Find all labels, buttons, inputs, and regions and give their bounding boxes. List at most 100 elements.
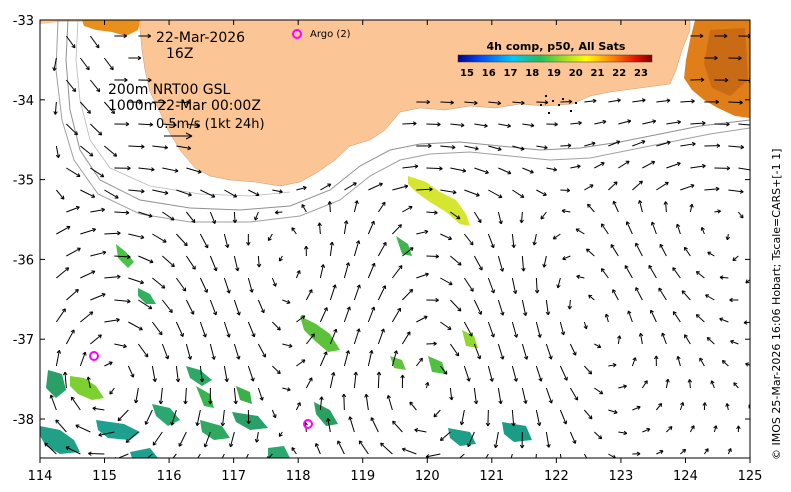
current-arrow xyxy=(223,321,231,338)
current-arrow xyxy=(642,427,651,433)
current-arrow xyxy=(725,233,731,241)
current-arrow xyxy=(497,211,503,225)
current-arrow xyxy=(199,321,207,338)
current-arrow xyxy=(535,365,543,382)
current-arrow xyxy=(536,100,549,105)
colorbar-tick-label: 22 xyxy=(612,68,626,79)
current-arrow xyxy=(271,409,277,419)
current-arrow xyxy=(162,122,177,128)
current-arrow xyxy=(661,332,667,345)
current-arrow xyxy=(278,255,283,262)
current-arrow xyxy=(433,409,441,418)
current-arrow xyxy=(79,351,87,367)
current-arrow xyxy=(642,160,656,169)
current-arrow xyxy=(271,277,277,287)
current-arrow xyxy=(79,101,91,114)
current-arrow xyxy=(666,426,673,433)
current-arrow xyxy=(416,315,428,323)
current-arrow xyxy=(104,145,118,157)
argo-float-marker[interactable] xyxy=(89,351,99,361)
current-arrow xyxy=(487,365,494,382)
current-arrow xyxy=(56,225,71,235)
current-arrow xyxy=(353,200,359,213)
current-arrow xyxy=(705,294,715,301)
current-arrow xyxy=(449,387,454,401)
current-arrow xyxy=(329,241,335,257)
current-arrow xyxy=(257,343,267,358)
current-arrow xyxy=(672,267,681,279)
current-arrow xyxy=(570,120,582,126)
current-arrow xyxy=(161,343,170,360)
current-arrow xyxy=(329,284,337,301)
current-arrow xyxy=(343,306,351,323)
colorbar-tick-label: 18 xyxy=(525,68,539,79)
current-arrow xyxy=(560,143,572,148)
x-tick-label: 116 xyxy=(157,469,182,484)
current-arrow xyxy=(368,182,383,191)
credit-label: © IMOS 25-Mar-2026 16:06 Hobart; Tscale=… xyxy=(770,148,783,460)
current-arrow xyxy=(183,387,188,405)
current-arrow xyxy=(402,205,413,213)
current-arrow xyxy=(450,167,467,173)
current-arrow xyxy=(114,210,130,215)
current-arrow xyxy=(70,396,81,411)
current-arrow xyxy=(65,79,77,93)
current-arrow xyxy=(632,180,643,191)
current-arrow xyxy=(714,122,730,127)
current-arrow xyxy=(158,387,164,405)
current-arrow xyxy=(104,189,119,199)
current-arrow xyxy=(679,402,685,411)
current-arrow xyxy=(66,123,78,136)
colorbar-tick-label: 16 xyxy=(482,68,496,79)
current-arrow xyxy=(656,98,671,103)
current-arrow xyxy=(440,145,456,150)
current-arrow xyxy=(414,428,427,433)
current-arrow xyxy=(618,384,627,389)
current-arrow xyxy=(233,255,240,272)
current-arrow xyxy=(655,402,663,411)
current-arrow xyxy=(751,234,755,242)
current-arrow xyxy=(104,361,113,367)
current-arrow xyxy=(376,371,382,389)
current-arrow xyxy=(587,203,595,213)
current-arrow xyxy=(90,207,105,213)
current-arrow xyxy=(618,430,628,436)
current-arrow xyxy=(425,381,430,389)
current-arrow xyxy=(706,336,715,345)
current-arrow xyxy=(689,425,695,433)
argo-float-marker[interactable] xyxy=(303,419,313,429)
current-arrow xyxy=(545,343,553,360)
current-arrow xyxy=(560,99,573,104)
current-arrow xyxy=(185,343,193,360)
current-arrow xyxy=(536,189,547,196)
current-arrow xyxy=(608,409,618,415)
current-arrow xyxy=(176,145,192,151)
current-arrow xyxy=(90,167,105,178)
current-arrow xyxy=(522,167,534,174)
x-tick-label: 119 xyxy=(350,469,375,484)
current-arrow xyxy=(632,98,646,103)
current-arrow xyxy=(730,339,739,345)
current-arrow xyxy=(463,321,473,337)
current-arrow xyxy=(600,223,609,235)
current-arrow xyxy=(103,101,115,114)
current-arrow xyxy=(246,409,251,425)
current-arrow xyxy=(714,33,728,39)
current-arrow xyxy=(521,387,528,404)
colorbar-tick-label: 15 xyxy=(460,68,474,79)
current-arrow xyxy=(80,189,96,198)
current-arrow xyxy=(680,448,687,455)
y-tick-label: -34 xyxy=(13,94,34,109)
current-arrow xyxy=(282,387,291,392)
current-arrow xyxy=(296,359,306,367)
current-arrow xyxy=(172,453,177,458)
current-arrow xyxy=(680,183,695,191)
current-arrow xyxy=(729,297,739,303)
current-arrow xyxy=(199,277,209,293)
current-arrow xyxy=(641,380,648,389)
current-arrow xyxy=(498,123,511,128)
current-arrow xyxy=(208,387,213,405)
current-arrow xyxy=(152,189,169,196)
current-arrow xyxy=(199,365,205,383)
current-arrow xyxy=(104,317,120,323)
